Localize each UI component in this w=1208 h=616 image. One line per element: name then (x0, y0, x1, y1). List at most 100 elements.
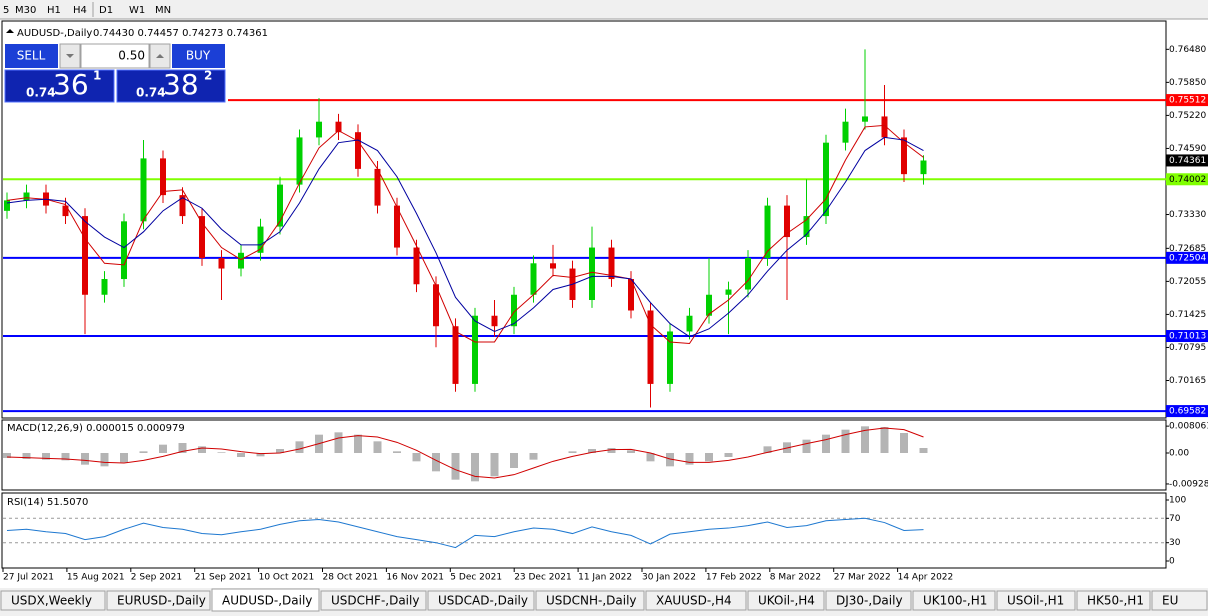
y-tick-label: 0.76480 (1169, 45, 1206, 55)
tabs: USDX,Weekly EURUSD-,Daily AUDUSD-,Daily USD… (0, 588, 1208, 612)
plots: 0.76480 0.75850 0.75220 0.74590 0.73330 0.726… (2, 45, 1208, 583)
rsi-title: RSI(14) 51.5070 (7, 497, 88, 508)
candle-body (764, 205, 771, 259)
sell-price-big: 36 (53, 68, 89, 101)
macd-bar (802, 439, 811, 453)
x-tick-label: 27 Jul 2021 (3, 573, 54, 583)
buy-label[interactable]: BUY (186, 49, 211, 63)
timeframe[interactable]: H1 (47, 5, 61, 16)
macd-bar (705, 453, 713, 462)
macd-bar (510, 453, 518, 468)
sell-price-sup: 1 (93, 69, 101, 83)
sell-button[interactable] (5, 44, 58, 68)
tab[interactable] (645, 590, 747, 611)
candle-body (296, 137, 303, 185)
x-tick-label: 28 Oct 2021 (323, 573, 379, 583)
timeframe[interactable]: 5 (3, 5, 9, 16)
timeframe-bar: 5 M30 H1 H4 D1 W1 MN (3, 2, 171, 17)
sell-price-prefix: 0.74 (26, 86, 56, 100)
tab[interactable] (320, 590, 427, 611)
macd-title: MACD(12,26,9) 0.000015 0.000979 (7, 423, 185, 434)
macd-bar (841, 429, 850, 453)
tab-label[interactable]: UKOil-,H4 (758, 594, 815, 608)
candle-body (901, 137, 907, 175)
tab[interactable] (106, 590, 211, 611)
candle-body (413, 247, 420, 285)
buy-price-box[interactable] (116, 69, 226, 103)
sell-label[interactable]: SELL (17, 49, 46, 63)
macd-bar (373, 441, 382, 453)
macd-bar (354, 434, 362, 453)
tab[interactable] (996, 590, 1076, 611)
price-tag (1166, 94, 1208, 107)
y-tick-label: -0.009286 (1169, 479, 1208, 489)
lot-input[interactable] (80, 43, 150, 69)
candle-body (257, 226, 264, 253)
tab-label[interactable]: AUDUSD-,Daily (222, 594, 312, 608)
tab-label[interactable]: DJ30-,Daily (836, 594, 903, 608)
x-tick-label: 15 Aug 2021 (67, 573, 125, 583)
timeframe[interactable]: D1 (99, 5, 113, 16)
ohlc-text: 0.74430 0.74457 0.74273 0.74361 (93, 28, 268, 39)
x-tick-label: 21 Sep 2021 (195, 573, 252, 583)
tab-label[interactable]: UK100-,H1 (923, 594, 987, 608)
tab[interactable] (825, 590, 912, 611)
y-tick-label: 70 (1169, 514, 1181, 524)
macd-bar (666, 453, 674, 467)
tab[interactable] (747, 590, 825, 611)
price-tag-label: 0.71013 (1169, 332, 1206, 342)
timeframe[interactable]: M30 (15, 5, 36, 16)
tab[interactable] (211, 588, 320, 612)
candle-body (62, 205, 69, 217)
tab-label[interactable]: EURUSD-,Daily (117, 594, 206, 608)
tab[interactable] (912, 590, 996, 611)
candle-body (140, 158, 147, 222)
candle-body (472, 315, 478, 384)
timeframe[interactable]: MN (155, 5, 171, 16)
price-tag (1166, 330, 1208, 343)
tab[interactable] (427, 590, 535, 611)
y-tick-label: 0.00 (1169, 449, 1189, 459)
price-tag-label: 0.72504 (1169, 253, 1206, 263)
moving-average (6, 136, 924, 338)
price-pane (1, 20, 1167, 419)
candle-body (881, 116, 888, 138)
tab-label[interactable]: HK50-,H1 (1087, 594, 1144, 608)
candle-body (842, 121, 849, 143)
macd-bar (607, 448, 616, 453)
axis: 0.008061 0.00 -0.009286 (1166, 422, 1208, 489)
rsi-line (6, 517, 924, 549)
tab[interactable] (535, 590, 645, 611)
tab-label[interactable]: USDCNH-,Daily (546, 594, 637, 608)
macd-bar (861, 426, 869, 453)
macd-pane (1, 419, 1167, 491)
candle-body (667, 331, 673, 384)
candle-body (277, 184, 283, 227)
tab[interactable] (0, 590, 106, 611)
tab-label[interactable]: USDCHF-,Daily (331, 594, 419, 608)
candle-body (199, 216, 205, 259)
tab-label[interactable]: USDX,Weekly (11, 594, 92, 608)
tab-label[interactable]: USOil-,H1 (1007, 594, 1064, 608)
sell-price-box[interactable] (4, 69, 115, 103)
x-tick-label: 11 Jan 2022 (578, 573, 632, 583)
y-tick-label: 0.75850 (1169, 78, 1206, 88)
tab-label[interactable]: EU (1162, 594, 1178, 608)
buy-price-big: 38 (163, 68, 199, 101)
candle-body (745, 258, 751, 290)
tab-label[interactable]: USDCAD-,Daily (438, 594, 528, 608)
x-tick-label: 5 Dec 2021 (450, 573, 502, 583)
tab-label[interactable]: XAUUSD-,H4 (656, 594, 732, 608)
tab[interactable] (1076, 590, 1151, 611)
macd-bar (822, 434, 830, 453)
macd-bar (159, 444, 167, 453)
y-tick-label: 0.73330 (1169, 210, 1206, 220)
timeframe[interactable]: W1 (129, 5, 145, 16)
tab[interactable] (1151, 590, 1208, 611)
candle-body (121, 221, 127, 280)
timeframe[interactable]: H4 (73, 5, 87, 16)
macd-bar (471, 453, 479, 482)
buy-button[interactable] (172, 44, 225, 68)
